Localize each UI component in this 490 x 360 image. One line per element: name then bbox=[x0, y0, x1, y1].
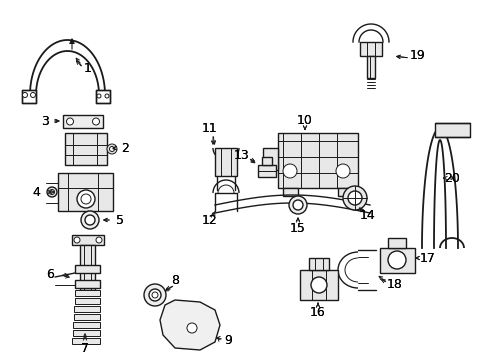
Circle shape bbox=[81, 211, 99, 229]
Bar bbox=[262, 157, 272, 165]
Text: 5: 5 bbox=[116, 213, 124, 226]
Circle shape bbox=[93, 118, 99, 125]
Circle shape bbox=[49, 189, 54, 194]
Text: 11: 11 bbox=[202, 122, 218, 135]
Bar bbox=[278, 133, 358, 188]
Circle shape bbox=[109, 147, 115, 152]
Text: 19: 19 bbox=[410, 49, 426, 62]
Circle shape bbox=[30, 93, 35, 98]
Circle shape bbox=[336, 164, 350, 178]
Text: 4: 4 bbox=[32, 185, 40, 198]
Bar bbox=[367, 56, 375, 78]
Circle shape bbox=[23, 93, 27, 98]
Text: 11: 11 bbox=[202, 122, 218, 135]
Circle shape bbox=[74, 237, 80, 243]
Bar bbox=[72, 338, 100, 344]
Bar bbox=[75, 265, 100, 273]
Text: 4: 4 bbox=[32, 185, 40, 198]
Circle shape bbox=[289, 196, 307, 214]
Bar bbox=[73, 322, 100, 328]
Circle shape bbox=[343, 186, 367, 210]
Text: 7: 7 bbox=[81, 342, 89, 355]
Text: 14: 14 bbox=[360, 208, 376, 221]
Text: 16: 16 bbox=[310, 306, 326, 319]
Circle shape bbox=[47, 187, 57, 197]
Text: 2: 2 bbox=[121, 141, 129, 154]
Text: 9: 9 bbox=[224, 333, 232, 346]
Bar bbox=[75, 280, 100, 288]
Polygon shape bbox=[22, 90, 36, 103]
Text: 19: 19 bbox=[410, 49, 426, 62]
Circle shape bbox=[105, 94, 109, 98]
Text: 9: 9 bbox=[224, 333, 232, 346]
Text: 12: 12 bbox=[202, 213, 218, 226]
Circle shape bbox=[149, 289, 161, 301]
Circle shape bbox=[293, 200, 303, 210]
Circle shape bbox=[283, 164, 297, 178]
Bar bbox=[58, 173, 113, 211]
Text: 13: 13 bbox=[234, 149, 250, 162]
Text: 16: 16 bbox=[310, 306, 326, 319]
Text: 1: 1 bbox=[84, 62, 92, 75]
Circle shape bbox=[152, 292, 158, 298]
Bar bbox=[65, 133, 107, 165]
Polygon shape bbox=[63, 115, 103, 128]
Bar bbox=[258, 165, 276, 177]
Text: 7: 7 bbox=[81, 342, 89, 355]
Text: 8: 8 bbox=[171, 274, 179, 287]
Bar bbox=[75, 290, 100, 296]
Bar bbox=[300, 270, 338, 300]
Bar bbox=[72, 235, 104, 245]
Text: 2: 2 bbox=[121, 141, 129, 154]
Circle shape bbox=[187, 323, 197, 333]
Text: 17: 17 bbox=[420, 252, 436, 265]
Text: 6: 6 bbox=[46, 269, 54, 282]
Circle shape bbox=[81, 194, 91, 204]
Text: 14: 14 bbox=[360, 208, 376, 221]
Bar bbox=[73, 330, 100, 336]
Circle shape bbox=[97, 94, 101, 98]
Bar bbox=[263, 148, 278, 170]
Bar bbox=[309, 258, 329, 270]
Bar bbox=[80, 245, 95, 290]
Bar bbox=[74, 306, 100, 312]
Text: 12: 12 bbox=[202, 213, 218, 226]
Bar bbox=[215, 148, 237, 176]
Text: 8: 8 bbox=[171, 274, 179, 287]
Text: 1: 1 bbox=[84, 62, 92, 75]
Text: 13: 13 bbox=[234, 149, 250, 162]
Circle shape bbox=[96, 237, 102, 243]
Circle shape bbox=[67, 118, 74, 125]
Bar bbox=[388, 238, 406, 248]
Text: 15: 15 bbox=[290, 221, 306, 234]
Text: 18: 18 bbox=[387, 279, 403, 292]
Text: 20: 20 bbox=[444, 171, 460, 185]
Bar bbox=[283, 188, 298, 196]
Circle shape bbox=[107, 144, 117, 154]
Circle shape bbox=[311, 277, 327, 293]
Bar bbox=[380, 248, 415, 273]
Text: 3: 3 bbox=[41, 114, 49, 127]
Polygon shape bbox=[96, 90, 110, 103]
Circle shape bbox=[348, 191, 362, 205]
Text: 15: 15 bbox=[290, 221, 306, 234]
Bar bbox=[338, 188, 353, 196]
Bar bbox=[360, 42, 382, 56]
Circle shape bbox=[144, 284, 166, 306]
Circle shape bbox=[77, 190, 95, 208]
Text: 17: 17 bbox=[420, 252, 436, 265]
Bar bbox=[74, 314, 100, 320]
Text: 3: 3 bbox=[41, 114, 49, 127]
Text: 10: 10 bbox=[297, 113, 313, 126]
Circle shape bbox=[388, 251, 406, 269]
Bar bbox=[74, 298, 100, 304]
Circle shape bbox=[85, 215, 95, 225]
Polygon shape bbox=[160, 300, 220, 350]
Text: 10: 10 bbox=[297, 113, 313, 126]
Bar bbox=[435, 123, 470, 137]
Text: 6: 6 bbox=[46, 269, 54, 282]
Text: 18: 18 bbox=[387, 279, 403, 292]
Text: 20: 20 bbox=[444, 171, 460, 185]
Text: 5: 5 bbox=[116, 213, 124, 226]
